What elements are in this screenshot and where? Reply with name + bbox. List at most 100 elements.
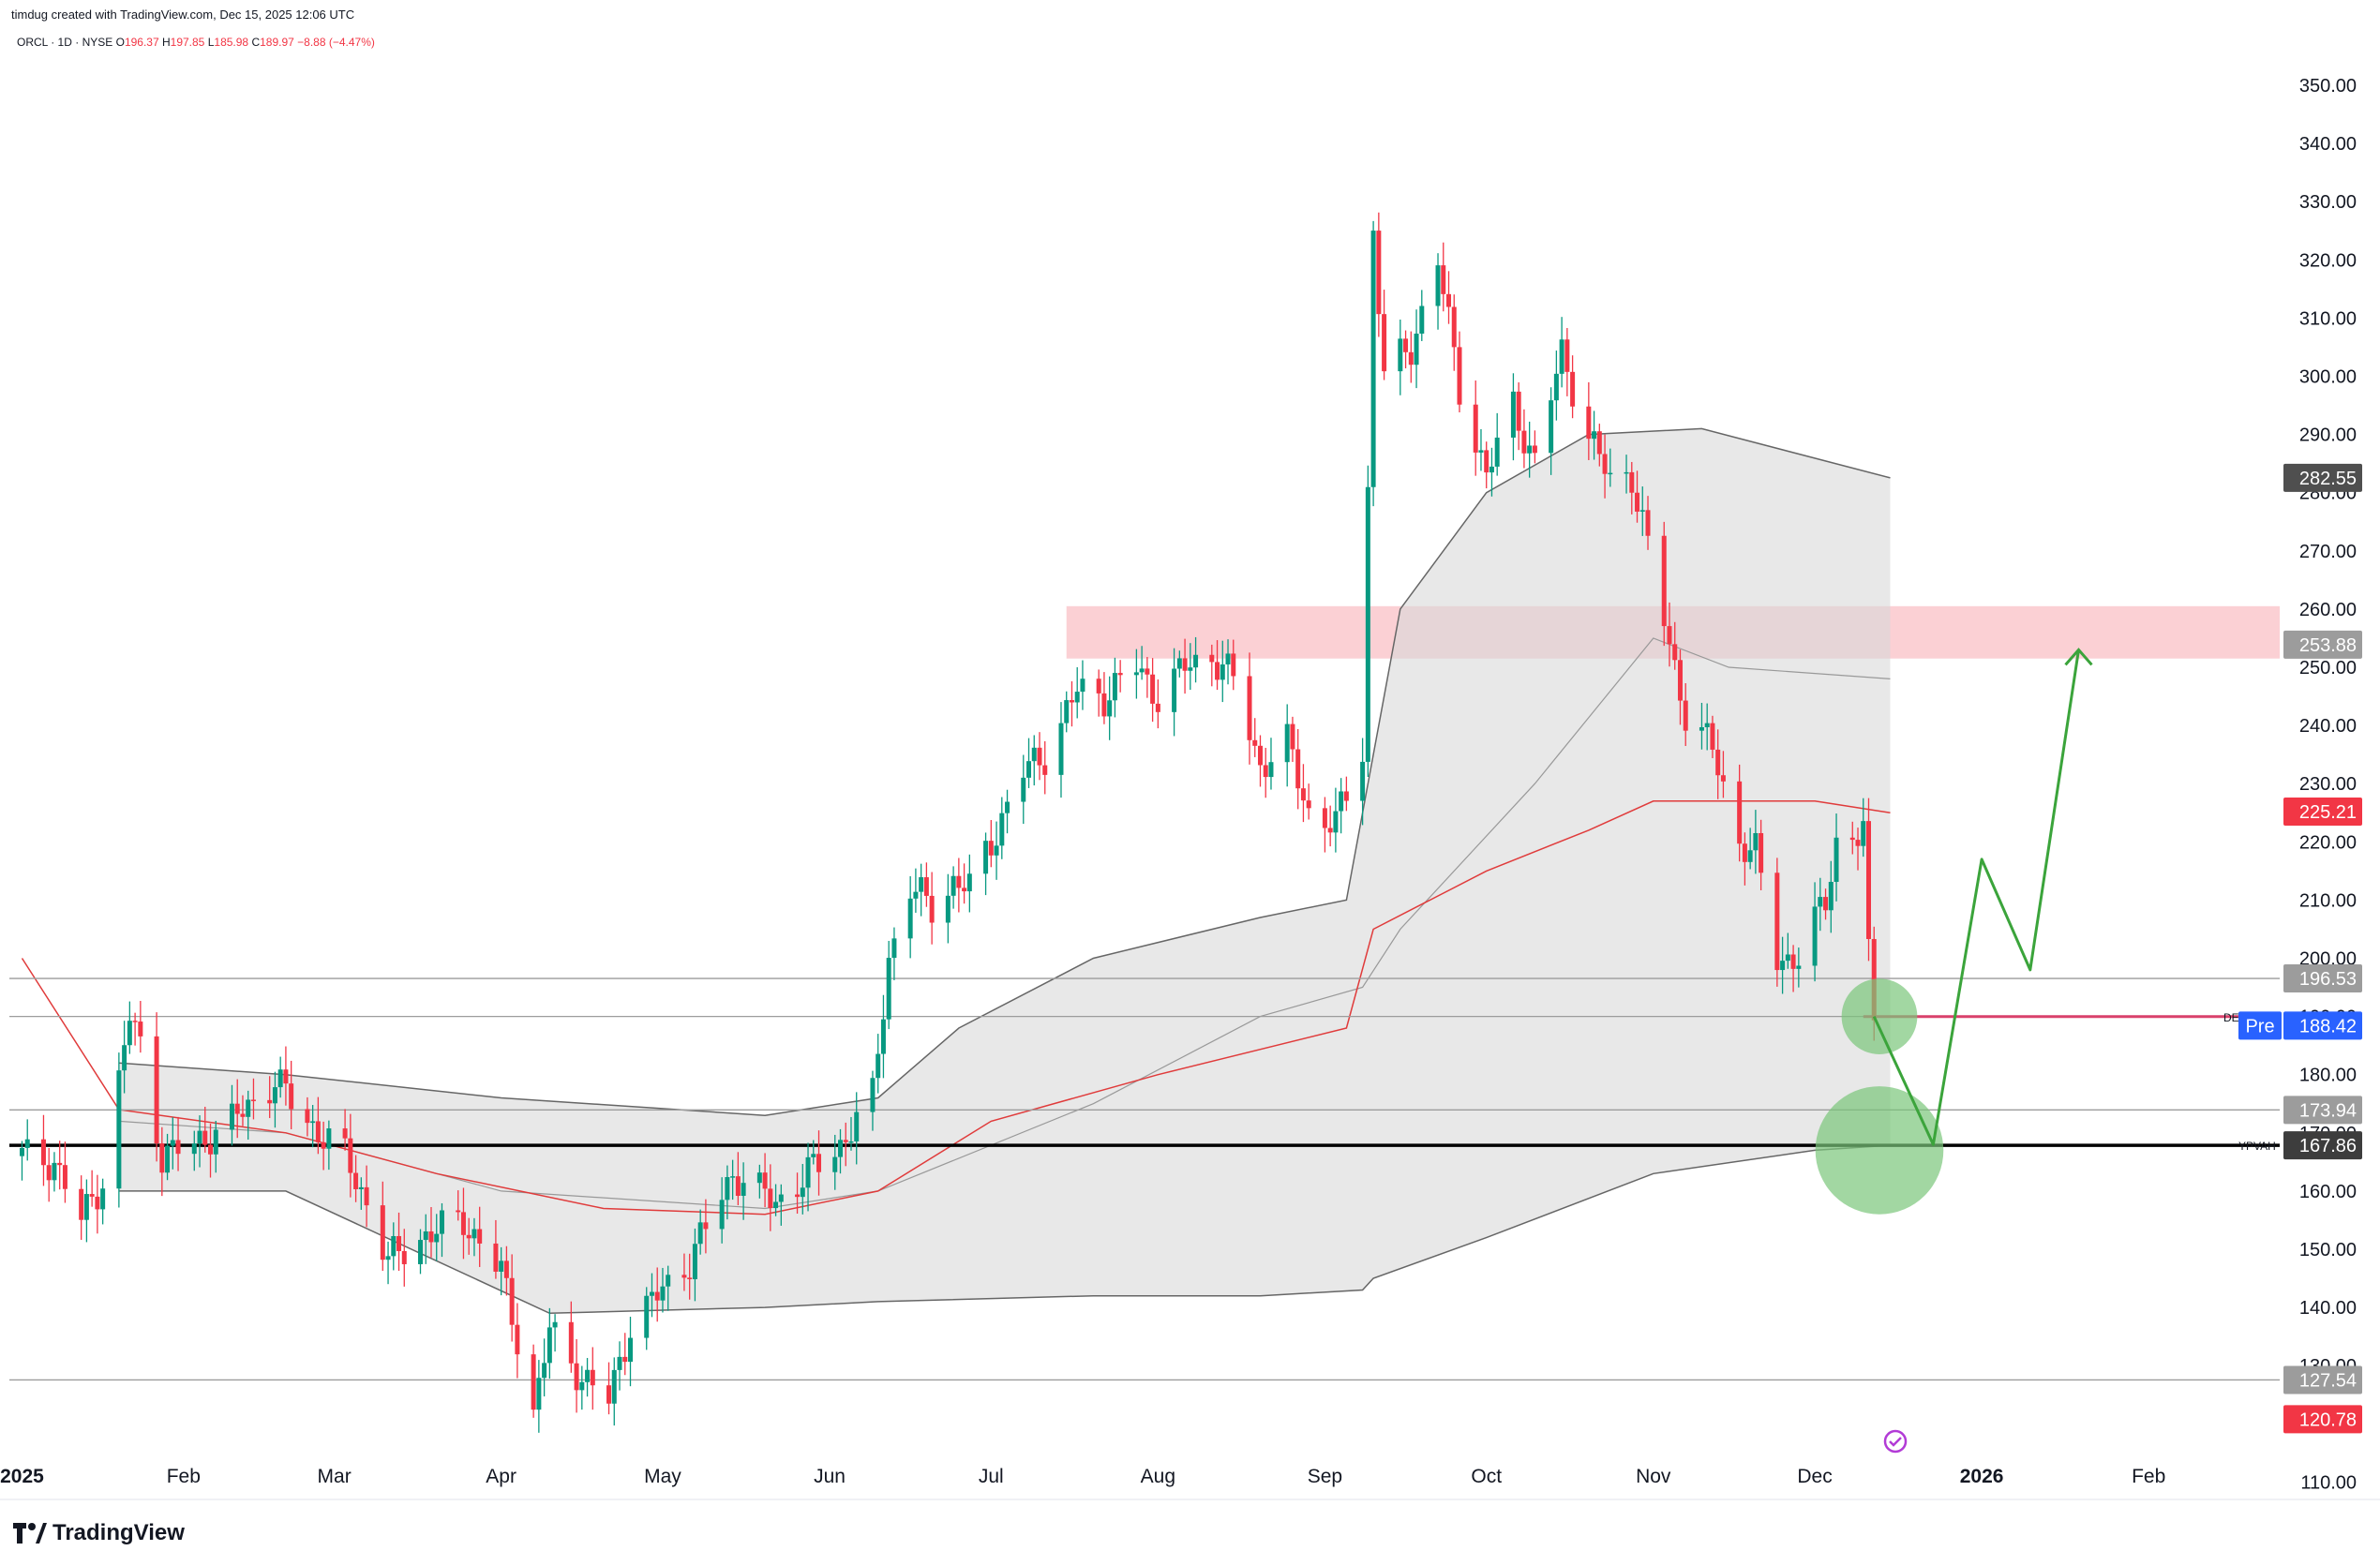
candle-body (1796, 965, 1802, 969)
price-axis-bg (2280, 0, 2380, 1566)
candle-body (1414, 333, 1419, 365)
candle-body (1527, 445, 1533, 454)
candle-body (385, 1256, 391, 1260)
candle-body (1828, 882, 1834, 911)
candle-body (1080, 679, 1085, 693)
candle-body (1834, 837, 1839, 883)
candle-body (773, 1201, 779, 1209)
candle-body (725, 1177, 730, 1201)
y-tick-label: 300.00 (2299, 367, 2357, 388)
candle-body (1101, 693, 1107, 717)
price-label-bg (2283, 1011, 2362, 1040)
candle-body (1037, 747, 1042, 766)
candle-body (1074, 692, 1080, 703)
candle-body (267, 1099, 273, 1104)
candle-body (1376, 231, 1382, 315)
candle-body (246, 1099, 251, 1117)
candle-body (122, 1045, 127, 1071)
candle-body (919, 877, 924, 892)
candle-body (843, 1140, 848, 1142)
candle-body (1759, 832, 1764, 873)
candle-body (1742, 843, 1747, 862)
candle-body (876, 1053, 881, 1079)
pre-market-label: Pre (2245, 1016, 2274, 1037)
candle-body (1549, 400, 1554, 454)
y-tick-label: 260.00 (2299, 600, 2357, 620)
ohlc-l-value: 185.98 (214, 36, 249, 49)
y-tick-label: 310.00 (2299, 308, 2357, 329)
candle-body (1624, 471, 1629, 474)
candle-body (1231, 653, 1236, 677)
candle-body (627, 1337, 633, 1363)
candle-body (531, 1354, 536, 1410)
candle-body (1812, 906, 1818, 966)
price-label-bg (2283, 463, 2362, 492)
candle-body (1672, 644, 1678, 661)
candle-body (1667, 626, 1672, 645)
price-label: 127.54 (2299, 1370, 2357, 1391)
candle-body (994, 845, 999, 856)
candle-body (730, 1176, 736, 1178)
candle-body (929, 895, 935, 923)
envelope-upper (118, 427, 1891, 1116)
candle-body (1117, 673, 1123, 676)
candle-body (1494, 437, 1500, 467)
candle-body (1704, 723, 1710, 727)
candle-body (768, 1188, 773, 1209)
candle-body (283, 1069, 289, 1084)
candle-body (795, 1194, 801, 1198)
candle-body (1252, 739, 1258, 746)
candle-body (95, 1196, 100, 1210)
candle-body (1257, 745, 1263, 766)
x-tick-label: Apr (486, 1466, 516, 1487)
x-tick-label: Jul (979, 1466, 1004, 1487)
candle-body (79, 1188, 84, 1220)
candle-body (1865, 821, 1871, 939)
reset-chart-icon[interactable] (1883, 1429, 1908, 1454)
candle-body (956, 875, 962, 888)
candle-body (1645, 510, 1651, 536)
candle-body (353, 1172, 359, 1189)
y-tick-label: 220.00 (2299, 832, 2357, 853)
candle-body (1005, 801, 1010, 813)
price-label-bg (2283, 797, 2362, 826)
candle-body (428, 1230, 434, 1243)
candle-body (1021, 777, 1026, 802)
ohlc-l-label: L (207, 36, 215, 49)
candle-body (272, 1087, 277, 1104)
candle-body (697, 1222, 703, 1245)
candle-body (1365, 486, 1370, 762)
candle-body (460, 1212, 466, 1235)
y-tick-label: 230.00 (2299, 774, 2357, 795)
candle-body (250, 1099, 256, 1101)
candle-body (132, 1021, 138, 1022)
candle-body (546, 1327, 552, 1364)
candle-body (907, 898, 913, 939)
candle-body (1629, 471, 1635, 493)
candle-body (762, 1172, 768, 1189)
candle-body (1139, 668, 1145, 673)
candle-body (1715, 749, 1721, 776)
candle-body (1069, 700, 1074, 703)
candle-body (1247, 676, 1252, 740)
candle-body (46, 1165, 52, 1181)
candle-body (1446, 293, 1452, 307)
x-tick-label: Nov (1636, 1466, 1671, 1487)
candle-body (1753, 832, 1759, 851)
ypvah-tag: YPVAH • (2238, 1140, 2283, 1153)
candle-body (1306, 800, 1311, 809)
candle-body (1215, 662, 1220, 680)
y-tick-label: 250.00 (2299, 658, 2357, 679)
candle-body (1419, 306, 1425, 334)
candle-body (880, 1019, 886, 1054)
x-tick-label: 2025 (0, 1466, 44, 1487)
candle-body (687, 1277, 693, 1279)
candle-body (666, 1275, 671, 1287)
candle-body (574, 1363, 579, 1391)
candle-body (1661, 535, 1667, 627)
candle-body (83, 1194, 89, 1220)
price-label: 253.88 (2299, 635, 2357, 656)
y-tick-label: 200.00 (2299, 949, 2357, 970)
envelope-fill (118, 428, 1891, 1314)
